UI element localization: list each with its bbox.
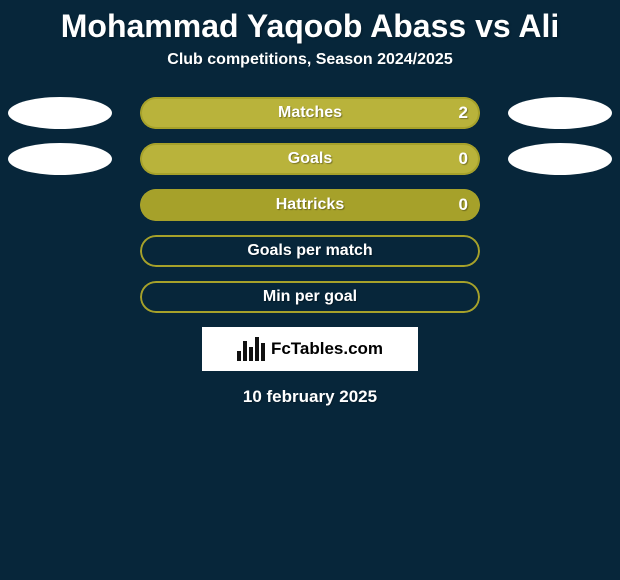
logo-text: FcTables.com [271, 339, 383, 359]
player2-marker [508, 97, 612, 129]
logo-badge: FcTables.com [202, 327, 418, 371]
comparison-container: Mohammad Yaqoob Abass vs Ali Club compet… [0, 0, 620, 580]
stat-label: Hattricks [276, 196, 344, 214]
stat-bar: Goals per match [140, 235, 480, 267]
date-label: 10 february 2025 [0, 387, 620, 407]
stat-row: Hattricks 0 [0, 189, 620, 221]
stat-value: 0 [459, 195, 468, 215]
player1-marker [8, 97, 112, 129]
stat-bar: Matches 2 [140, 97, 480, 129]
stat-row: Matches 2 [0, 97, 620, 129]
stat-row: Goals 0 [0, 143, 620, 175]
logo-chart-icon [237, 337, 265, 361]
stat-label: Goals per match [247, 242, 372, 260]
stat-row: Goals per match [0, 235, 620, 267]
stat-row: Min per goal [0, 281, 620, 313]
player1-marker [8, 143, 112, 175]
page-subtitle: Club competitions, Season 2024/2025 [0, 51, 620, 69]
stat-label: Min per goal [263, 288, 357, 306]
stat-value: 0 [459, 149, 468, 169]
stat-label: Matches [278, 104, 342, 122]
stat-label: Goals [288, 150, 332, 168]
stat-bar: Goals 0 [140, 143, 480, 175]
player2-marker [508, 143, 612, 175]
stat-bar: Min per goal [140, 281, 480, 313]
stats-section: Matches 2 Goals 0 Hattricks 0 Goals per match M… [0, 97, 620, 313]
stat-bar: Hattricks 0 [140, 189, 480, 221]
page-title: Mohammad Yaqoob Abass vs Ali [0, 0, 620, 51]
stat-value: 2 [459, 103, 468, 123]
